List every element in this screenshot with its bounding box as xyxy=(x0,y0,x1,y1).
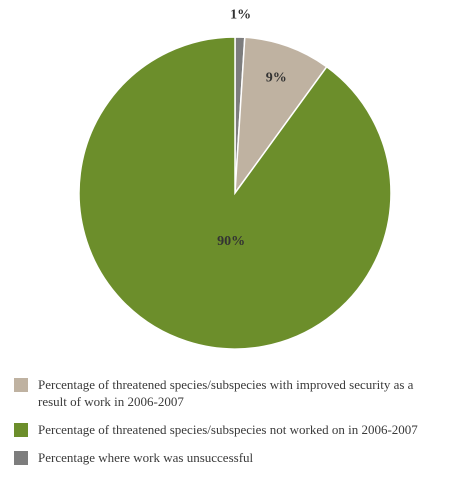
slice-not-worked xyxy=(78,36,392,350)
label-unsuccessful: 1% xyxy=(230,7,251,22)
legend-item-improved: Percentage of threatened species/subspec… xyxy=(14,376,434,410)
legend-swatch-improved xyxy=(14,378,28,392)
legend-label-not-worked: Percentage of threatened species/subspec… xyxy=(38,422,418,437)
label-not-worked: 90% xyxy=(217,234,245,249)
legend: Percentage of threatened species/subspec… xyxy=(14,376,434,477)
legend-label-improved: Percentage of threatened species/subspec… xyxy=(38,377,414,409)
slice-improved xyxy=(234,36,328,196)
legend-swatch-unsuccessful xyxy=(14,451,28,465)
pie-chart: 1% 9% 90% xyxy=(78,7,392,350)
legend-item-unsuccessful: Percentage where work was unsuccessful xyxy=(14,449,434,466)
pie-labels: 1% 9% 90% xyxy=(217,7,287,249)
label-improved: 9% xyxy=(266,71,287,86)
pie-slices xyxy=(78,36,392,350)
legend-label-unsuccessful: Percentage where work was unsuccessful xyxy=(38,450,254,465)
legend-swatch-not-worked xyxy=(14,423,28,437)
legend-item-not-worked: Percentage of threatened species/subspec… xyxy=(14,421,434,438)
